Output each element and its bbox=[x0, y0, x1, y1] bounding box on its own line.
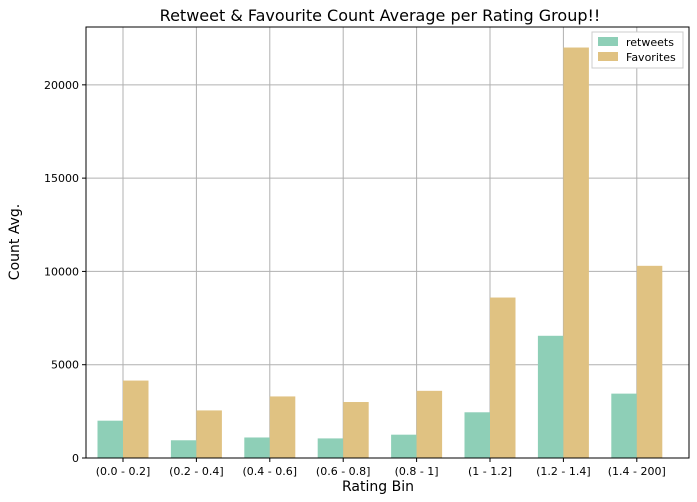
y-tick-label: 0 bbox=[72, 452, 79, 465]
bar-favorites bbox=[196, 410, 222, 458]
y-tick-label: 15000 bbox=[44, 172, 79, 185]
x-tick-label: (0.2 - 0.4] bbox=[169, 465, 224, 478]
bar-favorites bbox=[343, 402, 369, 458]
legend: retweets Favorites bbox=[591, 31, 684, 69]
legend-label-favorites: Favorites bbox=[626, 51, 676, 64]
x-tick-label: (0.6 - 0.8] bbox=[316, 465, 371, 478]
bar-retweets bbox=[611, 393, 637, 458]
legend-swatch-favorites bbox=[598, 52, 618, 61]
bar-favorites bbox=[636, 265, 663, 458]
bar-retweets bbox=[244, 437, 270, 458]
legend-label-retweets: retweets bbox=[626, 36, 674, 49]
x-tick-label: (1 - 1.2] bbox=[468, 465, 512, 478]
bar-retweets bbox=[170, 440, 197, 458]
bar-retweets bbox=[537, 335, 564, 458]
bar-favorites bbox=[490, 297, 516, 458]
legend-swatch-retweets bbox=[598, 37, 618, 46]
x-tick-label: (1.2 - 1.4] bbox=[536, 465, 591, 478]
y-tick-label: 10000 bbox=[44, 265, 79, 278]
y-tick-label: 5000 bbox=[51, 359, 79, 372]
grid bbox=[86, 27, 689, 459]
x-tick-label: (0.4 - 0.6] bbox=[243, 465, 298, 478]
x-tick-label: (1.4 - 200] bbox=[608, 465, 666, 478]
y-ticks: 0 5000 10000 15000 20000 bbox=[44, 79, 86, 465]
bar-favorites bbox=[563, 47, 589, 459]
bar-favorites bbox=[269, 396, 296, 458]
bar-retweets bbox=[391, 434, 417, 458]
chart-title: Retweet & Favourite Count Average per Ra… bbox=[160, 6, 601, 25]
x-tick-label: (0.0 - 0.2] bbox=[96, 465, 151, 478]
y-axis-label: Count Avg. bbox=[7, 204, 23, 280]
bar-retweets bbox=[317, 438, 344, 458]
y-tick-label: 20000 bbox=[44, 79, 79, 92]
x-axis-label: Rating Bin bbox=[342, 479, 414, 495]
x-tick-label: (0.8 - 1] bbox=[395, 465, 439, 478]
plot-frame bbox=[85, 26, 690, 459]
bar-favorites bbox=[123, 380, 149, 458]
bar-favorites bbox=[416, 390, 443, 458]
x-ticks: (0.0 - 0.2] (0.2 - 0.4] (0.4 - 0.6] (0.6 - … bbox=[96, 458, 666, 478]
bar-retweets bbox=[464, 412, 490, 458]
bars bbox=[97, 47, 663, 459]
bar-retweets bbox=[97, 420, 123, 458]
